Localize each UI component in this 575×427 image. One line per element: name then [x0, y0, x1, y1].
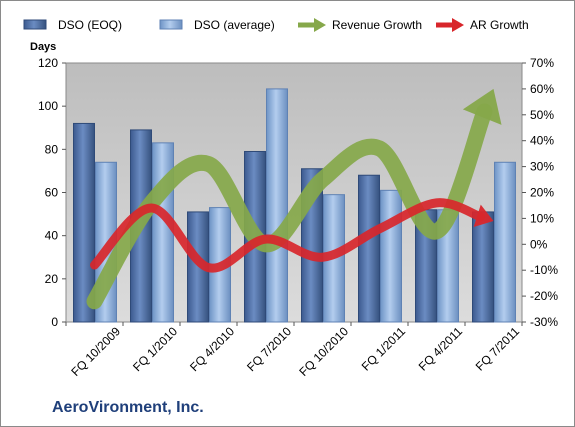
x-tick-label: FQ 1/2010	[130, 324, 180, 374]
y-tick-label: 100	[38, 99, 58, 113]
legend-swatch	[159, 19, 183, 30]
bar-dso-average-	[380, 189, 402, 323]
x-tick-label: FQ 7/2011	[473, 324, 523, 374]
y-tick-label: 0	[51, 315, 58, 329]
x-tick-label: FQ 4/2010	[187, 324, 237, 374]
y2-tick-label: 20%	[530, 186, 554, 200]
y2-tick-label: 60%	[530, 82, 554, 96]
y2-tick-label: 0%	[530, 237, 548, 251]
x-tick-label: FQ 4/2011	[416, 324, 466, 374]
legend-label: AR Growth	[470, 18, 529, 32]
bar-dso-eoq-	[472, 211, 494, 323]
y-tick-label: 120	[38, 56, 58, 70]
y2-tick-label: -30%	[530, 315, 558, 329]
y-axis-title: Days	[30, 41, 56, 53]
y-tick-label: 80	[45, 142, 59, 156]
y2-tick-label: 40%	[530, 134, 554, 148]
line-revenue-growth	[86, 103, 493, 310]
x-tick-label: FQ 1/2011	[359, 324, 409, 374]
y-tick-label: 20	[45, 272, 59, 286]
y2-tick-label: -20%	[530, 289, 558, 303]
y-tick-label: 60	[45, 186, 59, 200]
y2-tick-label: 50%	[530, 108, 554, 122]
y2-tick-label: 30%	[530, 160, 554, 174]
legend-arrow	[452, 18, 464, 32]
x-tick-label: FQ 7/2010	[244, 324, 294, 374]
legend-label: DSO (EOQ)	[58, 18, 122, 32]
y2-tick-label: 70%	[530, 56, 554, 70]
line-ar-growth	[90, 198, 485, 273]
bar-dso-average-	[494, 161, 516, 323]
legend-swatch	[23, 19, 47, 30]
bar-dso-eoq-	[358, 174, 380, 323]
legend-label: DSO (average)	[194, 18, 275, 32]
y2-tick-label: -10%	[530, 263, 558, 277]
y2-tick-label: 10%	[530, 211, 554, 225]
legend-arrow	[314, 18, 326, 32]
bar-dso-average-	[152, 142, 174, 323]
x-tick-label: FQ 10/2010	[296, 324, 351, 379]
legend-label: Revenue Growth	[332, 18, 422, 32]
y-tick-label: 40	[45, 229, 59, 243]
company-name: AeroVironment, Inc.	[52, 399, 204, 416]
x-tick-label: FQ 10/2009	[68, 324, 123, 379]
bar-dso-average-	[266, 88, 288, 323]
arrowhead-revenue-growth	[462, 88, 502, 125]
arrowhead-ar-growth	[473, 204, 494, 227]
bar-dso-eoq-	[73, 122, 95, 323]
